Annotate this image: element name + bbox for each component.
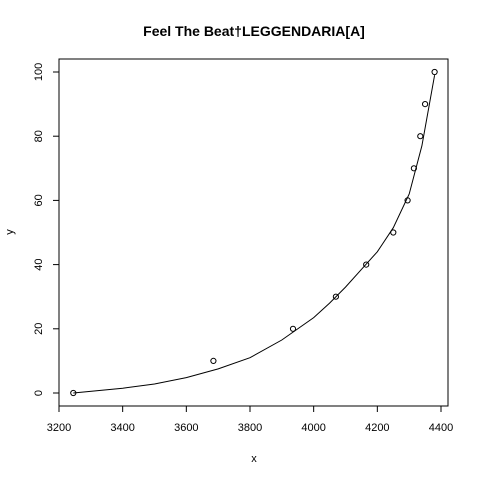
y-tick-label: 80: [33, 130, 45, 142]
y-tick-label: 60: [33, 194, 45, 206]
x-tick-label: 4400: [429, 422, 453, 434]
x-tick-label: 3400: [110, 422, 134, 434]
x-tick-label: 4200: [365, 422, 389, 434]
x-axis: 3200 3400 3600 3800 4000 4200 4400: [47, 405, 453, 434]
y-tick-label: 40: [33, 258, 45, 270]
data-point: [363, 261, 370, 268]
data-point: [332, 293, 339, 300]
data-points: [70, 68, 438, 397]
y-tick-label: 20: [33, 323, 45, 335]
y-axis-label: y: [4, 229, 16, 235]
data-point: [210, 357, 217, 364]
y-tick-label: 0: [33, 390, 45, 396]
x-tick-label: 4000: [301, 422, 325, 434]
y-tick-label: 100: [33, 63, 45, 81]
data-point: [417, 133, 424, 140]
chart-title: Feel The Beat†LEGGENDARIA[A]: [143, 23, 365, 39]
y-axis: 0 20 40 60 80 100: [33, 63, 60, 396]
data-point: [289, 325, 297, 332]
data-point: [70, 389, 77, 397]
data-point: [422, 101, 429, 108]
data-point: [390, 229, 397, 236]
x-tick-label: 3600: [174, 422, 198, 434]
x-axis-label: x: [251, 453, 257, 465]
x-tick-label: 3800: [238, 422, 262, 434]
data-point: [404, 197, 411, 204]
data-point: [431, 68, 438, 76]
fit-curve: [73, 75, 436, 394]
x-tick-label: 3200: [47, 422, 71, 434]
data-point: [410, 165, 417, 172]
